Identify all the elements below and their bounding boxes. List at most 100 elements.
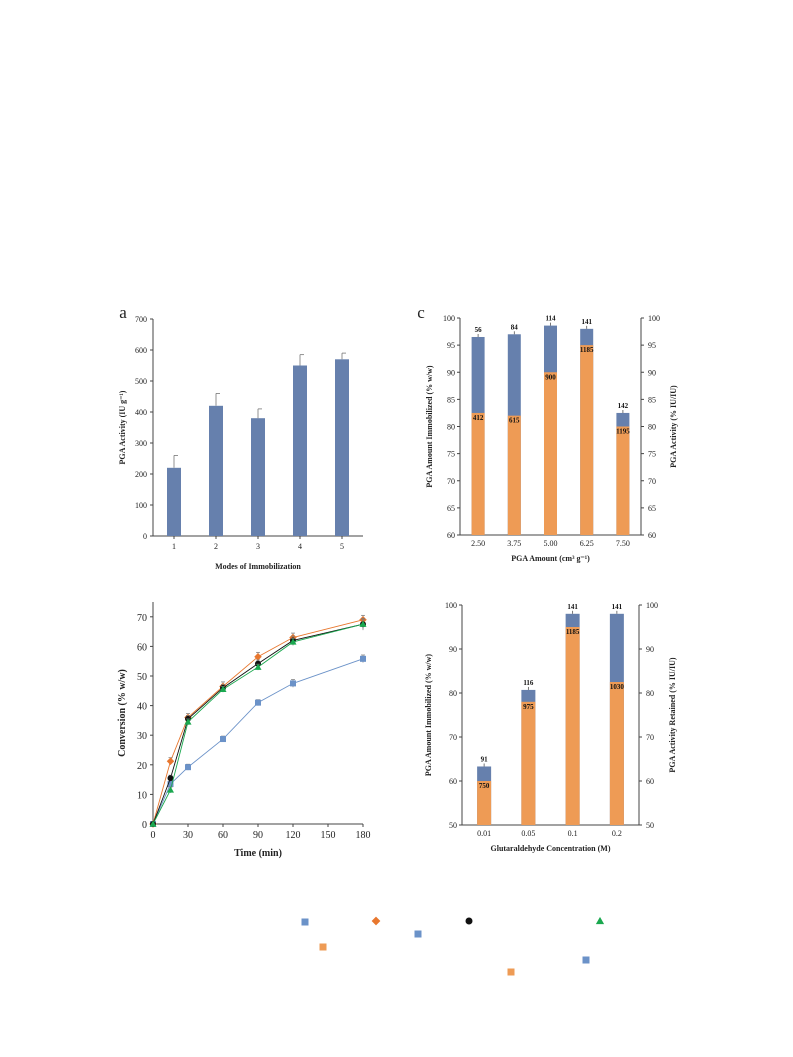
bar-activity	[580, 345, 594, 535]
x-tick-label: 150	[321, 830, 336, 841]
data-point	[359, 620, 367, 627]
data-point	[219, 685, 227, 693]
data-label-immobilized: 116	[523, 679, 534, 687]
series-line	[152, 619, 364, 825]
x-tick-label: 4	[298, 542, 302, 551]
bar-activity	[565, 627, 580, 825]
y-tick-label: 600	[135, 346, 147, 355]
data-point	[220, 736, 226, 743]
data-point	[290, 680, 296, 687]
y-tick-label-right: 70	[646, 733, 654, 742]
data-label-immobilized: 142	[618, 402, 629, 410]
y-tick-label: 80	[447, 423, 455, 432]
legend-marker	[582, 956, 590, 964]
x-tick-label: 0.2	[612, 829, 622, 838]
y-tick-label-right: 50	[646, 821, 654, 830]
data-point	[167, 775, 174, 782]
data-point	[255, 660, 261, 667]
data-label-activity: 1185	[580, 346, 594, 354]
x-tick-label: 90	[253, 830, 263, 841]
y-tick-label-right: 95	[648, 341, 656, 350]
y-tick-label: 100	[135, 501, 147, 510]
y-axis-label: Conversion (% w/w)	[117, 669, 128, 757]
legend-marker	[595, 916, 605, 925]
data-label-activity: 1195	[616, 428, 630, 436]
bar	[167, 467, 181, 536]
data-label-immobilized: 56	[475, 326, 483, 334]
x-tick-label: 180	[356, 830, 371, 841]
y-tick-label: 400	[135, 408, 147, 417]
panel-label: a	[119, 303, 127, 322]
series-line	[152, 658, 364, 825]
y-tick-label: 50	[449, 821, 457, 830]
y-tick-label-right: 100	[648, 314, 660, 323]
y-axis-label-left: PGA Amount Immobilized (% w/w)	[424, 654, 433, 777]
y-axis-label: PGA Activity (IU g⁻¹)	[118, 390, 127, 464]
data-point	[254, 663, 262, 670]
x-tick-label: 0.05	[521, 829, 535, 838]
bar-activity	[507, 415, 521, 535]
y-axis-label-right: PGA Activity Retained (% IU/IU)	[668, 657, 677, 772]
bar	[293, 365, 307, 536]
y-tick-label: 90	[447, 368, 455, 377]
x-tick-label: 0.1	[568, 829, 578, 838]
y-tick-label: 85	[447, 395, 455, 404]
y-axis-label-left: PGA Amount Immobilized (% w/w)	[425, 365, 434, 488]
x-tick-label: 7.50	[616, 539, 630, 548]
y-tick-label: 40	[137, 702, 147, 713]
legend-marker	[301, 918, 309, 926]
data-label-activity: 412	[473, 414, 484, 422]
data-point	[149, 820, 157, 827]
y-tick-label: 700	[135, 315, 147, 324]
y-tick-label: 20	[137, 761, 147, 772]
y-tick-label: 80	[449, 689, 457, 698]
y-tick-label: 75	[447, 450, 455, 459]
x-axis-label: Modes of Immobilization	[215, 562, 301, 571]
bar	[335, 359, 349, 536]
x-tick-label: 60	[218, 830, 228, 841]
y-tick-label: 60	[447, 531, 455, 540]
x-tick-label: 5	[340, 542, 344, 551]
y-tick-label: 65	[447, 504, 455, 513]
bar	[209, 405, 223, 536]
data-label-immobilized: 141	[567, 603, 578, 611]
data-label-immobilized: 84	[511, 323, 519, 331]
legend-marker	[319, 943, 327, 951]
legend-marker	[507, 968, 515, 976]
y-tick-label: 70	[449, 733, 457, 742]
legend-marker	[414, 930, 422, 938]
data-label-activity: 1185	[566, 628, 580, 636]
y-tick-label: 0	[142, 820, 147, 831]
data-label-immobilized: 91	[481, 755, 489, 763]
y-tick-label: 95	[447, 341, 455, 350]
data-point	[184, 718, 192, 725]
y-tick-label: 100	[443, 314, 455, 323]
x-axis-label: Glutaraldehyde Concentration (M)	[491, 844, 611, 853]
x-axis-label: Time (min)	[234, 848, 282, 859]
data-label-immobilized: 114	[545, 315, 556, 323]
y-tick-label-right: 75	[648, 450, 656, 459]
data-label-activity: 750	[479, 782, 490, 790]
y-tick-label: 30	[137, 731, 147, 742]
y-tick-label: 100	[445, 601, 457, 610]
y-tick-label-right: 80	[648, 423, 656, 432]
data-label-activity: 975	[523, 703, 534, 711]
data-point	[254, 653, 262, 661]
y-tick-label: 0	[143, 532, 147, 541]
y-tick-label: 300	[135, 439, 147, 448]
y-tick-label: 90	[449, 645, 457, 654]
y-tick-label: 200	[135, 470, 147, 479]
data-label-immobilized: 141	[612, 603, 623, 611]
y-tick-label: 60	[449, 777, 457, 786]
y-tick-label-right: 60	[648, 531, 656, 540]
bar	[251, 418, 265, 536]
data-label-activity: 1030	[610, 683, 625, 691]
y-tick-label: 70	[447, 477, 455, 486]
y-tick-label: 50	[137, 672, 147, 683]
y-tick-label: 500	[135, 377, 147, 386]
y-tick-label: 70	[137, 613, 147, 624]
legend-marker	[465, 917, 473, 925]
data-label-immobilized: 141	[581, 318, 592, 326]
x-axis-label: PGA Amount (cm³ g⁻¹)	[511, 554, 590, 563]
